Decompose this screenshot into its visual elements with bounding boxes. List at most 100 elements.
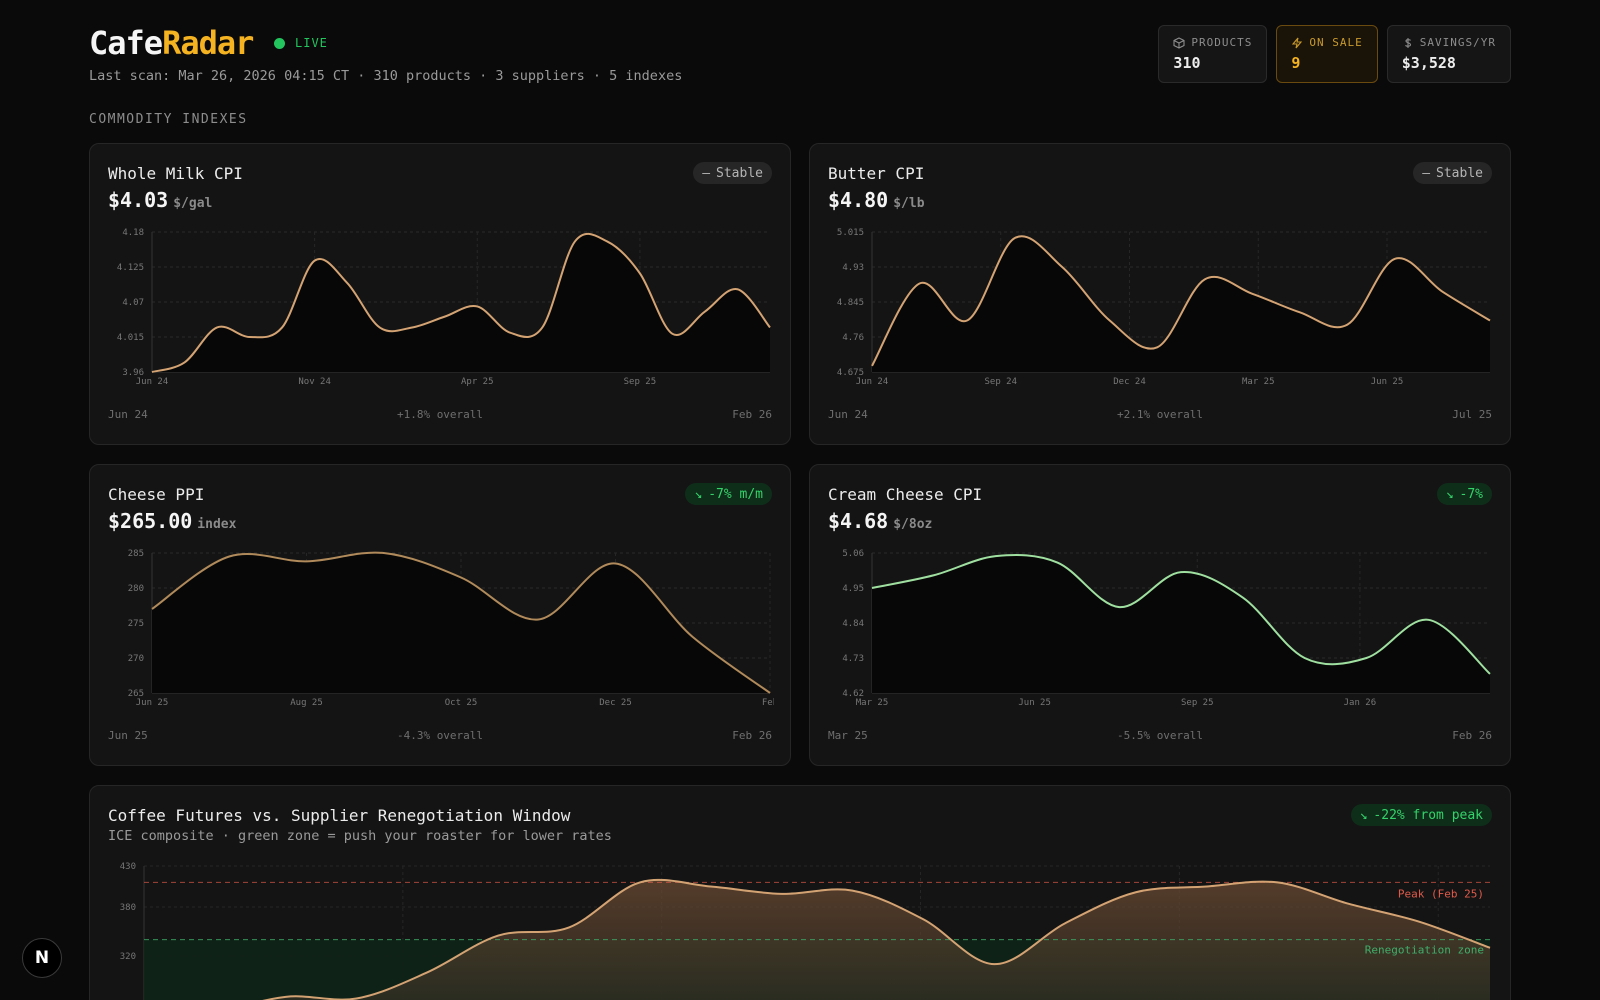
stat-value: $3,528 [1401, 54, 1456, 72]
trend-down-icon: ↘ [1445, 486, 1454, 502]
price-value: $4.80 [828, 188, 889, 212]
card-price: $265.00 index [108, 509, 236, 533]
box-icon [1173, 36, 1185, 49]
stat-label: ON SALE [1309, 36, 1363, 49]
zone-label: Renegotiation zone [1365, 944, 1484, 957]
y-tick-label: 4.73 [842, 654, 864, 664]
x-tick-label: Dec 24 [1113, 377, 1146, 387]
stat-on-sale[interactable]: ON SALE 9 [1276, 25, 1378, 83]
dash-icon: — [702, 165, 711, 181]
footer-overall: -4.3% overall [396, 729, 484, 742]
footer-start: Jun 24 [108, 408, 148, 421]
dash-icon: — [1422, 165, 1431, 181]
index-card-milk[interactable]: Whole Milk CPI $4.03 $/gal — Stable 4.18… [89, 143, 791, 445]
price-value: $4.68 [828, 509, 889, 533]
footer-end: Feb 26 [1452, 729, 1492, 742]
peak-label: Peak (Feb 25) [1398, 887, 1484, 900]
trend-down-icon: ↘ [1359, 807, 1368, 823]
x-tick-label: Aug 25 [290, 698, 323, 708]
card-footer: Jun 24 +1.8% overall Feb 26 [108, 408, 772, 421]
lightning-icon [1292, 37, 1303, 48]
y-tick-label: 4.845 [837, 298, 864, 308]
y-tick-label: 380 [120, 903, 136, 913]
x-tick-label: Jun 25 [1371, 377, 1404, 387]
card-title: Cream Cheese CPI [828, 485, 983, 504]
brand-logo[interactable]: CafeRadar [89, 24, 254, 62]
brand-part1: Cafe [89, 24, 163, 62]
y-tick-label: 3.96 [122, 368, 144, 378]
trend-badge: ↘ -7% m/m [685, 483, 772, 505]
footer-end: Jul 25 [1452, 408, 1492, 421]
y-tick-label: 280 [128, 584, 144, 594]
index-card-butter[interactable]: Butter CPI $4.80 $/lb — Stable 5.015 4.93… [809, 143, 1511, 445]
y-tick-label: 4.76 [842, 333, 864, 343]
footer-end: Feb 26 [732, 729, 772, 742]
area-fill [872, 555, 1490, 693]
x-tick-label: Jan 26 [1344, 698, 1377, 708]
badge-text: Stable [1436, 165, 1483, 181]
badge-text: -22% from peak [1373, 807, 1483, 823]
series-line [151, 551, 771, 694]
y-tick-label: 265 [128, 689, 144, 699]
footer-overall: -5.5% overall [1116, 729, 1204, 742]
index-card-cheese[interactable]: Cheese PPI $265.00 index ↘ -7% m/m 285 28… [89, 464, 791, 766]
stat-label: SAVINGS/YR [1419, 36, 1496, 49]
stat-label: PRODUCTS [1191, 36, 1253, 49]
x-tick-label: Jun 25 [1018, 698, 1051, 708]
y-tick-label: 285 [128, 549, 144, 559]
y-tick-label: 4.93 [842, 263, 864, 273]
trend-down-icon: ↘ [694, 486, 703, 502]
section-title: COMMODITY INDEXES [89, 112, 248, 127]
x-tick-label: Sep 25 [1181, 698, 1214, 708]
price-value: $265.00 [108, 509, 193, 533]
price-unit: $/gal [173, 196, 213, 211]
stat-products[interactable]: PRODUCTS 310 [1158, 25, 1268, 83]
price-unit: $/8oz [893, 517, 933, 532]
footer-start: Mar 25 [828, 729, 868, 742]
y-tick-label: 275 [128, 619, 144, 629]
stat-savings[interactable]: SAVINGS/YR $3,528 [1386, 25, 1511, 83]
x-tick-label: Mar 25 [856, 698, 889, 708]
y-tick-label: 5.06 [842, 549, 864, 559]
x-tick-label: Jun 24 [136, 377, 169, 387]
corner-logo-icon[interactable]: N [22, 938, 62, 978]
y-tick-label: 430 [120, 862, 136, 872]
card-title: Coffee Futures vs. Supplier Renegotiatio… [108, 806, 571, 825]
coffee-card[interactable]: Coffee Futures vs. Supplier Renegotiatio… [89, 785, 1511, 1000]
x-tick-label: Sep 24 [984, 377, 1017, 387]
area-fill [266, 879, 1490, 1000]
y-tick-label: 320 [120, 952, 136, 962]
footer-overall: +1.8% overall [396, 408, 484, 421]
x-tick-label: Feb [762, 698, 774, 708]
footer-start: Jun 25 [108, 729, 148, 742]
card-title: Butter CPI [828, 164, 925, 183]
series-line [871, 554, 1491, 675]
scan-info: Last scan: Mar 26, 2026 04:15 CT · 310 p… [89, 68, 683, 84]
area-fill [152, 552, 770, 693]
y-tick-label: 4.84 [842, 619, 864, 629]
index-card-cream-cheese[interactable]: Cream Cheese CPI $4.68 $/8oz ↘ -7% 5.06 4… [809, 464, 1511, 766]
card-title: Cheese PPI [108, 485, 205, 504]
card-title: Whole Milk CPI [108, 164, 243, 183]
y-tick-label: 270 [128, 654, 144, 664]
x-tick-label: Jun 25 [136, 698, 169, 708]
x-tick-label: Apr 25 [461, 377, 494, 387]
price-unit: $/lb [893, 196, 925, 211]
y-tick-label: 4.62 [842, 689, 864, 699]
x-tick-label: Dec 25 [599, 698, 632, 708]
badge-text: -7% [1459, 486, 1483, 502]
dollar-icon [1404, 37, 1411, 48]
x-tick-label: Oct 25 [445, 698, 478, 708]
badge-text: -7% m/m [708, 486, 763, 502]
live-indicator: LIVE [274, 36, 328, 50]
stat-value: 310 [1173, 54, 1201, 72]
trend-badge: — Stable [1413, 162, 1492, 184]
footer-overall: +2.1% overall [1116, 408, 1204, 421]
series-line [871, 235, 1491, 367]
trend-badge: — Stable [693, 162, 772, 184]
card-price: $4.80 $/lb [828, 188, 925, 212]
y-tick-label: 4.95 [842, 584, 864, 594]
live-label: LIVE [295, 36, 328, 50]
